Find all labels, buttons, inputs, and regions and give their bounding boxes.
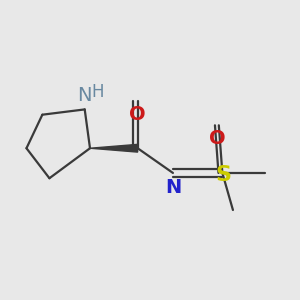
- Polygon shape: [90, 144, 138, 152]
- Text: N: N: [166, 178, 182, 197]
- Text: O: O: [129, 105, 146, 124]
- Text: O: O: [209, 129, 225, 148]
- Text: S: S: [215, 165, 231, 185]
- Text: N: N: [77, 86, 91, 106]
- Text: H: H: [92, 83, 104, 101]
